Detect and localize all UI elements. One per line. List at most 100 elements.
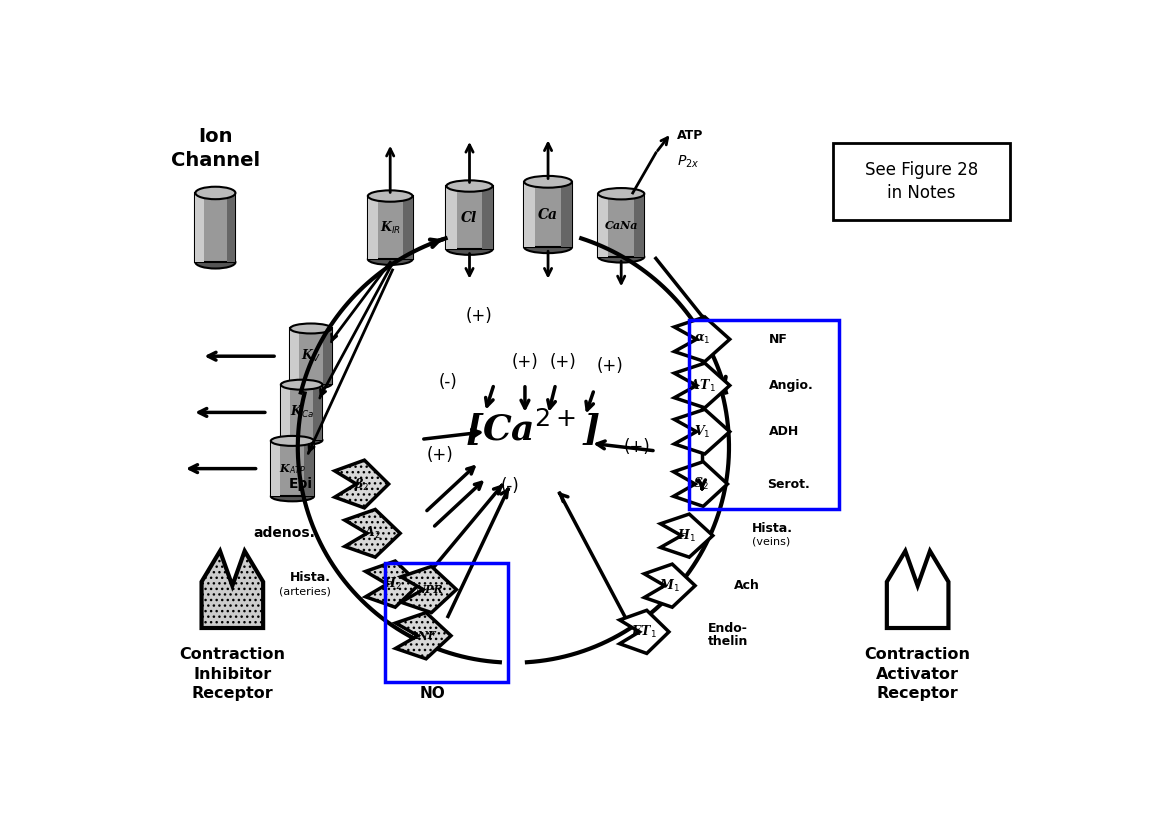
Text: NPR: NPR [415,584,442,595]
Ellipse shape [271,436,314,446]
Polygon shape [201,551,263,628]
Text: Angio.: Angio. [769,379,814,392]
Text: ANF: ANF [410,630,437,641]
Text: K$_V$: K$_V$ [301,348,321,365]
Text: Ach: Ach [734,579,761,592]
Text: (+): (+) [550,354,577,371]
Ellipse shape [281,435,322,445]
Ellipse shape [291,379,331,389]
Text: [Ca$^{2+}$]: [Ca$^{2+}$] [464,407,600,448]
Text: P$_{2x}$: P$_{2x}$ [677,154,699,170]
Text: Cl: Cl [461,210,477,225]
Text: in Notes: in Notes [887,184,955,202]
Polygon shape [620,610,669,654]
Ellipse shape [368,254,412,265]
Polygon shape [674,363,730,408]
Text: (-): (-) [500,477,519,494]
Bar [271,441,280,496]
Text: K$_{IR}$: K$_{IR}$ [380,220,401,235]
Text: CaNa: CaNa [604,220,638,230]
Ellipse shape [598,188,644,199]
Ellipse shape [291,323,331,334]
Bar [446,186,456,249]
Text: ET$_1$: ET$_1$ [631,623,658,640]
Bar [403,196,412,259]
Ellipse shape [368,190,412,202]
Text: AT$_1$: AT$_1$ [689,377,716,394]
Text: Ca: Ca [538,208,558,221]
Bar [368,196,378,259]
Bar [281,385,322,440]
Ellipse shape [271,491,314,501]
Text: (-): (-) [439,373,457,391]
Ellipse shape [281,380,322,390]
Text: Inhibitor: Inhibitor [193,667,271,681]
Text: β$_2$: β$_2$ [354,475,369,493]
Bar [833,143,1010,220]
Bar [314,385,322,440]
Text: (arteries): (arteries) [279,587,331,597]
Polygon shape [366,561,419,608]
Ellipse shape [196,256,235,268]
Bar [305,441,314,496]
Text: (+): (+) [512,354,538,371]
Bar [368,196,412,259]
Text: Serot.: Serot. [768,478,811,490]
Text: Epi: Epi [290,477,313,491]
Bar [291,328,331,384]
Text: H$_2$: H$_2$ [383,576,402,592]
Ellipse shape [525,241,572,253]
Bar [323,328,331,384]
Text: K$_{Ca}$: K$_{Ca}$ [290,405,314,421]
Text: ADH: ADH [769,425,799,438]
Polygon shape [644,564,695,608]
Text: Endo-: Endo- [709,622,748,634]
Bar [196,193,235,262]
Bar [291,328,299,384]
Bar [598,194,644,257]
Polygon shape [345,510,401,557]
Text: M$_1$: M$_1$ [659,577,680,593]
Text: (veins): (veins) [752,536,791,546]
Polygon shape [674,462,727,506]
Bar [446,186,492,249]
Text: ATP: ATP [677,129,704,142]
Text: NF: NF [769,333,787,346]
Text: A$_2$: A$_2$ [364,525,381,541]
Text: Hista.: Hista. [290,572,331,584]
Bar [598,194,608,257]
Bar [562,182,572,247]
Text: K$_{ATP}$: K$_{ATP}$ [279,462,306,475]
Polygon shape [887,551,948,628]
Ellipse shape [196,187,235,199]
Text: (+): (+) [466,308,492,325]
Polygon shape [335,460,389,508]
Polygon shape [674,409,730,454]
Text: Contraction: Contraction [179,648,285,663]
Polygon shape [674,317,730,361]
Ellipse shape [446,244,492,255]
Bar [483,186,492,249]
Bar [525,182,535,247]
Text: H$_1$: H$_1$ [677,528,696,544]
Text: Contraction: Contraction [865,648,970,663]
Text: Hista.: Hista. [752,522,793,535]
Text: V$_1$: V$_1$ [694,424,710,440]
Bar [635,194,644,257]
Text: See Figure 28: See Figure 28 [865,161,979,178]
Text: Ion
Channel: Ion Channel [171,127,259,169]
Ellipse shape [446,180,492,192]
Bar [384,562,508,682]
Text: adenos.: adenos. [254,526,315,541]
Text: S$_2$: S$_2$ [692,476,709,492]
Polygon shape [401,566,456,613]
Text: (+): (+) [596,357,623,375]
Text: (+): (+) [427,446,454,463]
Polygon shape [396,613,450,659]
Text: Receptor: Receptor [191,686,273,701]
Text: NO: NO [419,686,446,701]
Bar [525,182,572,247]
Text: Receptor: Receptor [877,686,959,701]
Ellipse shape [525,176,572,188]
Text: thelin: thelin [709,634,748,648]
